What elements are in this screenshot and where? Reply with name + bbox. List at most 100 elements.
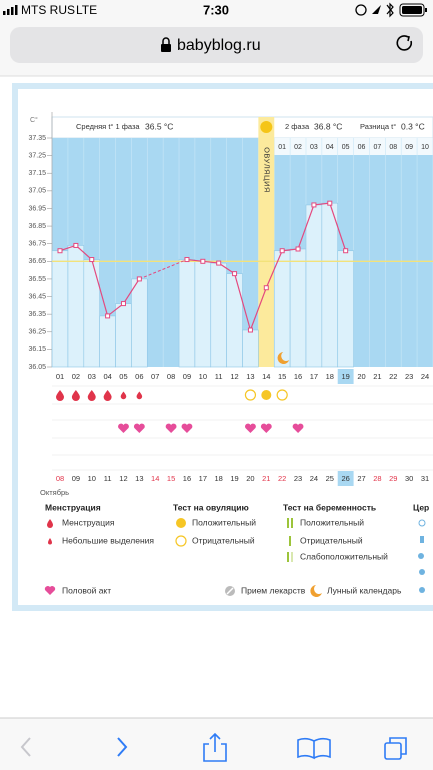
current-day-highlight <box>337 369 354 384</box>
temperature-bar <box>305 204 323 368</box>
date: 21 <box>262 474 270 483</box>
temperature-point <box>73 242 79 248</box>
ovulation-test-negative <box>244 389 257 401</box>
current-date-highlight <box>337 471 354 486</box>
cycle-day: 21 <box>373 372 381 381</box>
temperature-bar <box>115 303 132 368</box>
cycle-day: 12 <box>230 372 238 381</box>
temperature-bar <box>178 259 196 368</box>
cycle-day: 24 <box>421 372 429 381</box>
y-tick-label: 37.05 <box>28 188 46 195</box>
legend-title: Тест на овуляцию <box>173 502 249 512</box>
status-icons <box>355 2 427 18</box>
temperature-bar <box>226 273 243 368</box>
y-tick-label: 37.35 <box>28 135 46 142</box>
temperature-bar <box>194 261 212 368</box>
menstruation-marker <box>71 390 80 401</box>
legend-item: Половой акт <box>62 585 111 595</box>
date: 17 <box>199 474 207 483</box>
forward-button[interactable] <box>117 737 128 757</box>
ovulation-marker <box>260 121 273 133</box>
tabs-button[interactable] <box>384 737 407 760</box>
date: 13 <box>135 474 143 483</box>
ovulation-label: ОВУЛЯЦИЯ <box>262 147 271 193</box>
date: 12 <box>119 474 127 483</box>
date: 28 <box>373 474 381 483</box>
address-bar[interactable] <box>10 27 423 63</box>
back-button[interactable] <box>20 737 31 757</box>
phase2-average: 36.8 °C <box>314 121 342 131</box>
menstruation-marker <box>103 390 112 401</box>
legend-title: Тест на беременность <box>283 502 376 512</box>
temperature-point <box>200 258 206 264</box>
y-tick-label: 37.15 <box>28 170 46 177</box>
date: 19 <box>230 474 238 483</box>
temperature-point <box>136 276 142 282</box>
temperature-bar <box>289 248 307 368</box>
legend-item: Положительный <box>192 517 256 527</box>
date: 25 <box>326 474 334 483</box>
date: 08 <box>56 474 64 483</box>
temperature-point <box>184 257 190 263</box>
temperature-point <box>279 248 285 254</box>
reload-button[interactable] <box>396 35 413 51</box>
y-tick-label: 36.45 <box>28 293 46 300</box>
phase2-day: 10 <box>421 144 429 151</box>
cycle-day: 15 <box>278 372 286 381</box>
legend-item: Небольшие выделения <box>62 535 154 545</box>
toolbar <box>0 718 433 770</box>
temperature-point <box>311 202 317 208</box>
cycle-day: 23 <box>405 372 413 381</box>
date: 26 <box>341 474 349 483</box>
lock-icon <box>161 37 171 52</box>
temperature-point <box>232 271 238 277</box>
date: 09 <box>72 474 80 483</box>
y-axis-label: C° <box>30 116 38 124</box>
temperature-bar <box>242 329 259 368</box>
menstruation-marker <box>87 390 96 401</box>
cycle-day: 03 <box>88 372 96 381</box>
date: 29 <box>389 474 397 483</box>
phase1-label: Средняя t° 1 фаза <box>76 122 140 131</box>
cycle-day: 22 <box>389 372 397 381</box>
date: 30 <box>405 474 413 483</box>
cycle-day: 05 <box>119 372 127 381</box>
intercourse-marker <box>133 423 145 433</box>
lunar-marker <box>277 352 290 364</box>
temperature-point <box>120 301 126 307</box>
cycle-day: 14 <box>262 372 270 381</box>
temperature-bar <box>337 250 354 368</box>
clock: 7:30 <box>203 2 229 17</box>
y-tick-label: 36.05 <box>28 364 46 371</box>
cycle-day: 10 <box>199 372 207 381</box>
date: 23 <box>294 474 302 483</box>
phase2-day: 08 <box>389 144 397 151</box>
legend-item: Прием лекарств <box>241 585 306 595</box>
legend-item: Слабоположительный <box>300 551 388 561</box>
legend-item: Отрицательный <box>192 535 255 545</box>
y-tick-label: 36.35 <box>28 311 46 318</box>
phase2-label: 2 фаза <box>285 122 310 131</box>
temperature-point <box>57 248 63 254</box>
intercourse-marker <box>292 423 304 433</box>
cycle-day: 04 <box>103 372 111 381</box>
intercourse-marker <box>260 423 272 433</box>
cycle-day: 20 <box>357 372 365 381</box>
date: 18 <box>215 474 223 483</box>
phase2-day: 04 <box>326 144 334 151</box>
temperature-bar <box>51 250 69 368</box>
y-tick-label: 36.75 <box>28 241 46 248</box>
temperature-point <box>247 327 253 333</box>
share-button[interactable] <box>203 732 227 762</box>
bookmarks-button[interactable] <box>297 737 331 760</box>
phase2-day: 06 <box>358 144 366 151</box>
temperature-point <box>105 313 111 319</box>
cycle-day: 13 <box>246 372 254 381</box>
menstruation-marker <box>136 391 143 400</box>
y-tick-label: 37.25 <box>28 152 46 159</box>
cycle-day: 08 <box>167 372 175 381</box>
date: 14 <box>151 474 159 483</box>
legend-item: Лунный календарь <box>327 585 402 595</box>
phase2-day: 02 <box>294 144 302 151</box>
